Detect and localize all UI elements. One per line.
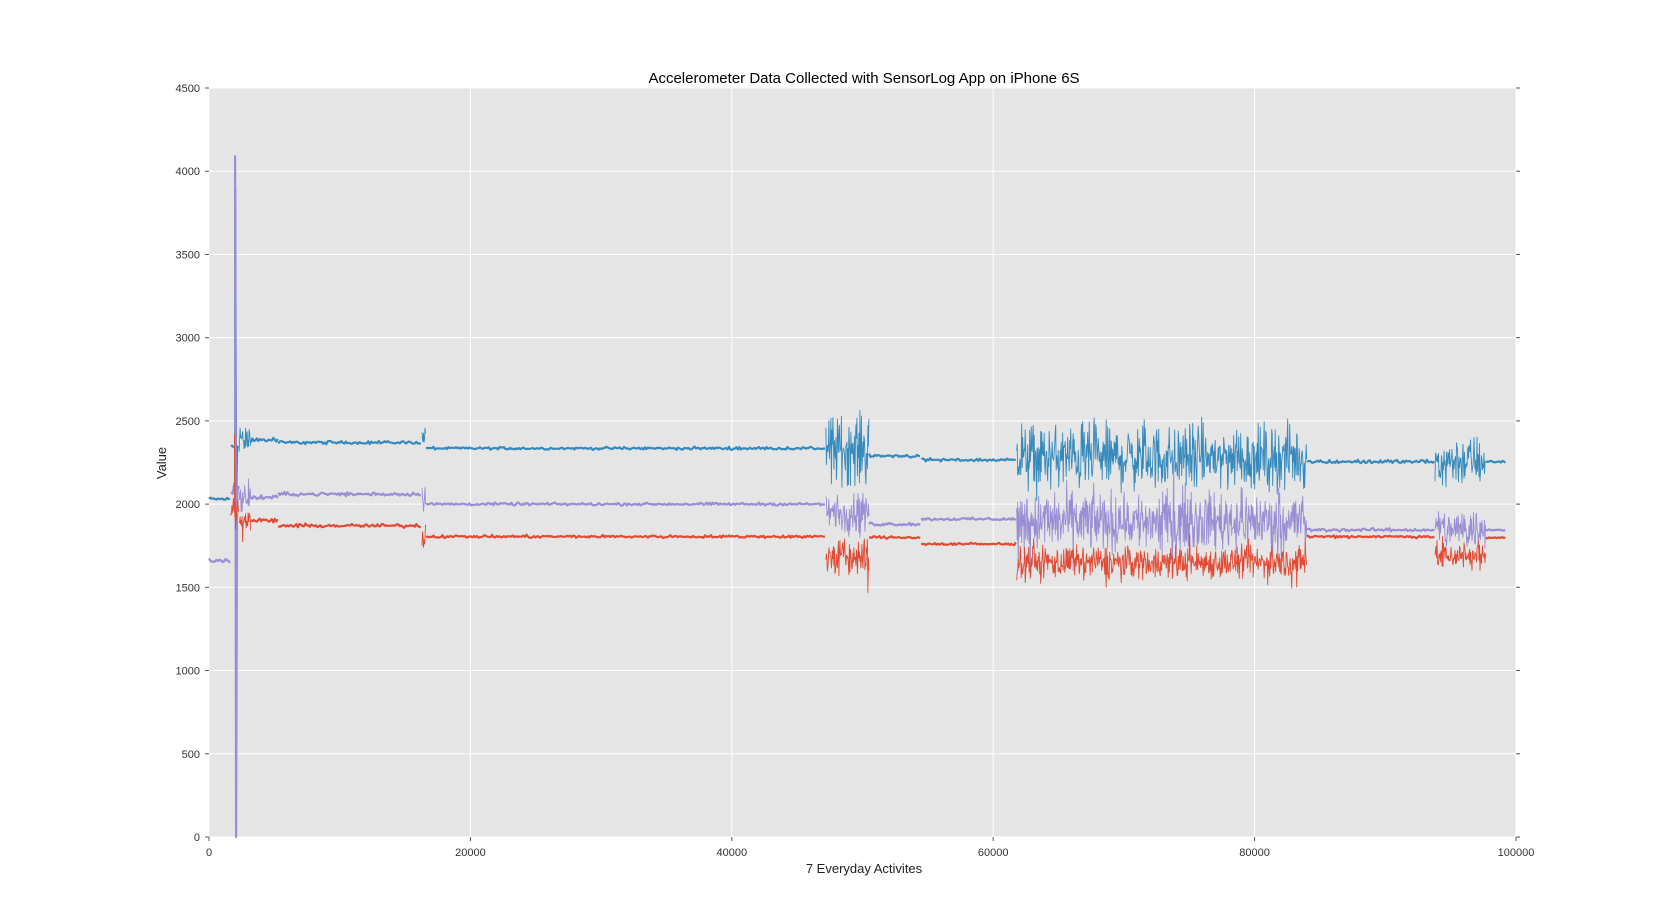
y-axis-label: Value <box>154 447 169 479</box>
x-tick-label: 80000 <box>1239 847 1270 859</box>
series-line-3 <box>229 433 1506 594</box>
series-1-segment <box>1306 458 1436 465</box>
series-1-segment <box>1016 416 1308 502</box>
y-tick-label: 3000 <box>176 333 200 345</box>
series-3-segment <box>425 533 826 540</box>
series-2-segment <box>1434 511 1486 550</box>
series-3-segment <box>1016 533 1308 589</box>
series-1-segment <box>825 410 870 488</box>
chart-title: Accelerometer Data Collected with Sensor… <box>648 70 1079 87</box>
y-tick-label: 2000 <box>176 499 200 511</box>
series-3-segment <box>1434 536 1486 571</box>
x-tick-label: 60000 <box>978 847 1009 859</box>
y-tick-label: 0 <box>194 832 200 844</box>
x-tick-label: 40000 <box>717 847 748 859</box>
series-1-segment <box>1434 436 1486 488</box>
series-1-segment <box>249 436 279 443</box>
y-tick-label: 4500 <box>176 83 200 95</box>
series-3-segment <box>421 524 426 548</box>
y-tick-label: 4000 <box>176 166 200 178</box>
series-2-segment <box>920 516 1017 522</box>
series-1-segment <box>425 445 825 452</box>
series-1-segment <box>921 457 1016 463</box>
series-1-segment <box>1485 459 1507 464</box>
series-1-segment <box>421 427 426 443</box>
series-2-segment <box>421 486 426 512</box>
series-1-segment <box>238 427 252 452</box>
series-2-segment <box>1306 526 1435 533</box>
y-tick-label: 2500 <box>176 416 200 428</box>
x-axis-label: 7 Everyday Activites <box>806 861 923 876</box>
y-tick-label: 1500 <box>176 582 200 594</box>
series-2-segment <box>425 501 826 507</box>
series-3-segment <box>920 541 1017 547</box>
series-2-segment <box>238 478 252 513</box>
series-3-segment <box>1485 536 1506 540</box>
series-2-segment <box>1485 528 1506 532</box>
y-tick-label: 3500 <box>176 249 200 261</box>
series-3-segment <box>277 522 422 529</box>
series-3-segment <box>825 538 870 594</box>
series-3-segment <box>238 512 252 543</box>
series-1-segment <box>867 453 921 459</box>
series-1-segment <box>208 496 231 501</box>
series-3-segment <box>868 534 921 540</box>
x-tick-label: 100000 <box>1498 847 1535 859</box>
x-tick-label: 0 <box>206 847 212 859</box>
series-2-segment <box>825 492 870 538</box>
series-2-segment <box>249 494 279 501</box>
series-2-segment <box>208 557 231 564</box>
x-tick-label: 20000 <box>455 847 486 859</box>
y-tick-label: 500 <box>182 749 200 761</box>
series-3-segment <box>1306 534 1435 540</box>
series-2-segment <box>1016 457 1308 579</box>
series-1-segment <box>277 439 422 446</box>
series-2-segment <box>868 521 921 527</box>
series-3-segment <box>229 433 240 530</box>
axis-ticks: 0 20000 40000 60000 80000 100000 0 500 1000 1500 2… <box>176 83 1535 859</box>
series-layer <box>208 155 1507 839</box>
y-tick-label: 1000 <box>176 666 200 678</box>
series-3-segment <box>250 517 279 524</box>
series-2-segment <box>277 490 421 498</box>
